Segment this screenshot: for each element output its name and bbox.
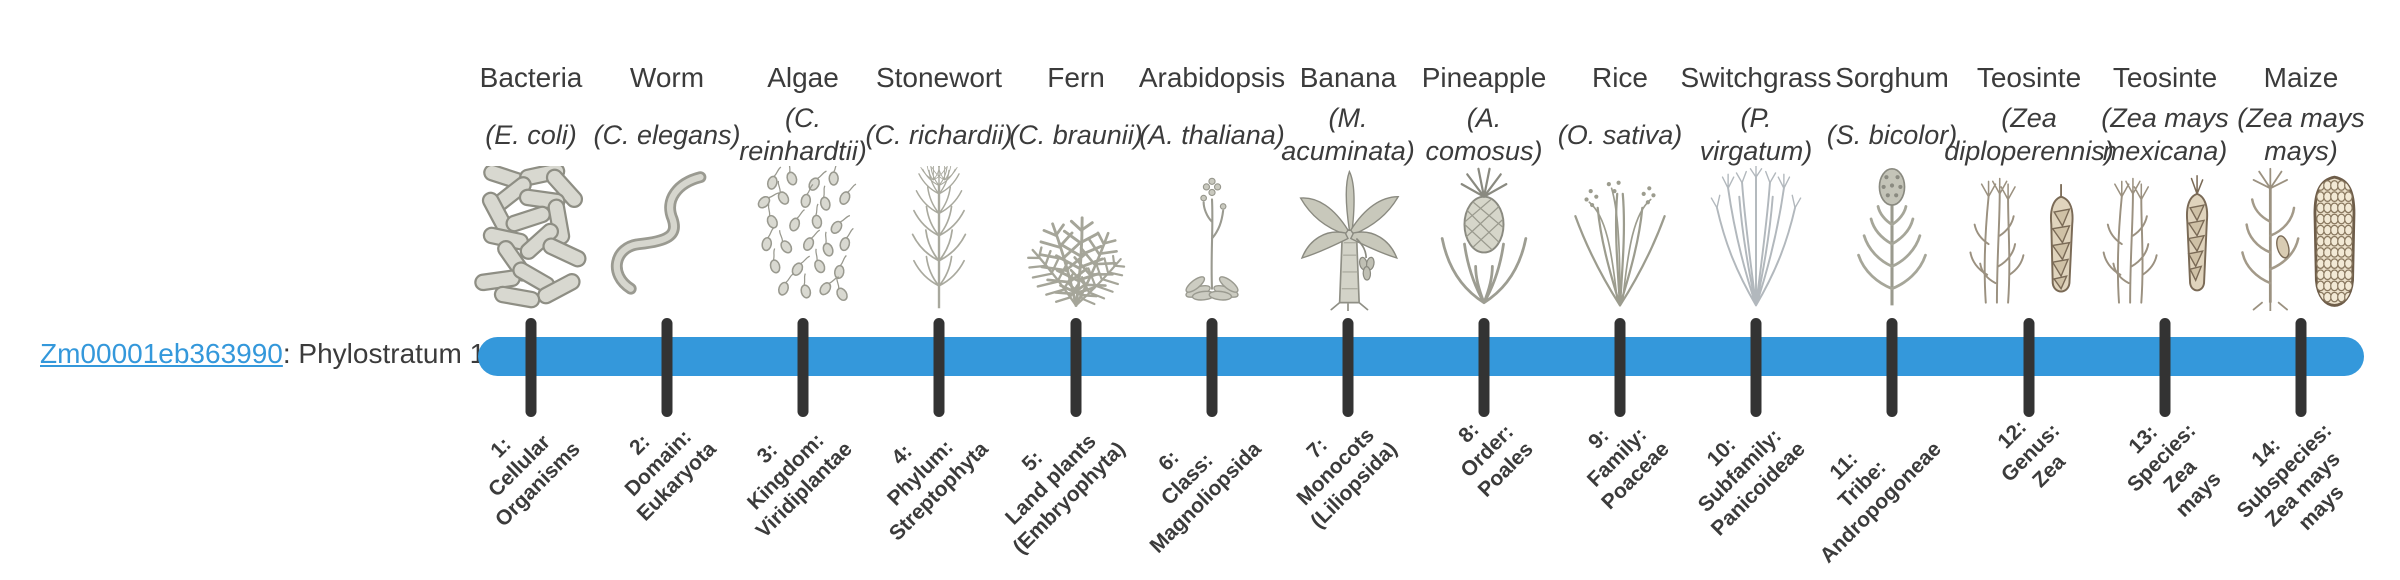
organism-common-name: Teosinte <box>2112 62 2218 93</box>
organism-common-name: Fern <box>1047 62 1105 93</box>
tick-mark <box>1206 318 1218 417</box>
organism-common-name: Maize <box>2263 62 2339 93</box>
tick-mark <box>1886 318 1898 417</box>
stratum-label: 5: Land plants (Embryophyta) <box>971 400 1131 560</box>
organism-common-name: Teosinte <box>1976 62 2082 93</box>
gene-id-link[interactable]: Zm00001eb363990 <box>40 338 283 369</box>
gene-label-suffix: : Phylostratum 1 <box>282 338 486 369</box>
banana-icon <box>1278 166 1418 311</box>
gene-label: Zm00001eb363990: Phylostratum 1 <box>40 338 485 370</box>
organism-sci-line: (P. <box>1740 103 1772 133</box>
algae-icon <box>733 166 873 311</box>
tick-mark <box>797 318 809 417</box>
tick-mark <box>2023 318 2035 417</box>
organism-sci-line: reinhardtii) <box>739 136 867 166</box>
organism-scientific-name: (A. comosus) <box>1425 98 1542 172</box>
stratum-label: 14: Subspecies: Zea mays mays <box>2214 400 2375 561</box>
organism-sci-line: (A. thaliana) <box>1139 119 1285 150</box>
stratum-label: 2: Domain: Eukaryota <box>595 400 722 527</box>
organism-scientific-name: (S. bicolor) <box>1827 98 1958 172</box>
organism-scientific-name: (C. reinhardtii) <box>739 98 867 172</box>
teosinte-mexicana-icon <box>2095 166 2235 311</box>
stonewort-icon <box>869 166 1009 311</box>
worm-icon <box>597 166 737 311</box>
stratum-label: 1: Cellular Organisms <box>453 400 586 533</box>
organism-sci-line: diploperennis) <box>1944 136 2114 166</box>
organism-scientific-name: (C. elegans) <box>593 98 740 172</box>
organism-scientific-name: (C. braunii) <box>1009 98 1143 172</box>
fern-icon <box>1006 166 1146 311</box>
organism-scientific-name: (Zea mays mexicana) <box>2101 98 2229 172</box>
organism-sci-line: (Zea mays <box>2101 103 2229 133</box>
tick-mark <box>1478 318 1490 417</box>
phylostrata-bar <box>478 337 2364 376</box>
tick-mark <box>2295 318 2307 417</box>
stratum-label: 4: Phylum: Streptophyta <box>847 400 994 547</box>
organism-scientific-name: (M. acuminata) <box>1281 98 1415 172</box>
organism-sci-line: (C. <box>785 103 821 133</box>
organism-sci-line: (C. elegans) <box>593 119 741 150</box>
organism-scientific-name: (C. richardii) <box>865 98 1012 172</box>
organism-sci-line: (M. <box>1328 103 1368 133</box>
organism-common-name: Rice <box>1591 62 1649 93</box>
organism-sci-line: (O. sativa) <box>1557 119 1683 150</box>
stratum-label: 7: Monocots (Liliopsida) <box>1269 400 1403 534</box>
organism-sci-line: mexicana) <box>2102 136 2228 166</box>
organism-scientific-name: (Zea mays mays) <box>2237 98 2365 172</box>
stratum-label: 8: Order: Poales <box>1436 400 1539 503</box>
organism-common-name: Pineapple <box>1421 62 1547 93</box>
stratum-label: 13: Species: Zea mays <box>2104 400 2239 535</box>
organism-common-name: Sorghum <box>1835 62 1949 93</box>
organism-sci-line: (Zea mays <box>2237 103 2365 133</box>
organism-scientific-name: (P. virgatum) <box>1700 98 1813 172</box>
tick-mark <box>525 318 537 417</box>
organism-sci-line: (Zea <box>2001 103 2057 133</box>
organism-scientific-name: (O. sativa) <box>1558 98 1683 172</box>
organism-sci-line: (E. coli) <box>485 119 577 150</box>
sorghum-icon <box>1822 166 1962 311</box>
stratum-label: 6: Class: Magnoliopsida <box>1108 400 1267 559</box>
organism-sci-line: virgatum) <box>1699 136 1813 166</box>
stratum-label: 12: Genus: Zea <box>1978 400 2084 506</box>
organism-scientific-name: (Zea diploperennis) <box>1944 98 2114 172</box>
tick-mark <box>1614 318 1626 417</box>
switchgrass-icon <box>1686 166 1826 311</box>
tick-mark <box>1070 318 1082 417</box>
organism-sci-line: mays) <box>2264 136 2338 166</box>
organism-sci-line: (C. richardii) <box>865 119 1013 150</box>
organism-common-name: Arabidopsis <box>1138 62 1286 93</box>
arabidopsis-icon <box>1142 166 1282 311</box>
stratum-label: 9: Family: Poaceae <box>1560 400 1675 515</box>
organism-sci-line: (S. bicolor) <box>1826 119 1958 150</box>
organism-sci-line: acuminata) <box>1281 136 1415 166</box>
tick-mark <box>2159 318 2171 417</box>
tick-mark <box>661 318 673 417</box>
organism-sci-line: (A. <box>1466 103 1502 133</box>
organism-common-name: Switchgrass <box>1680 62 1832 93</box>
organism-sci-line: comosus) <box>1425 136 1543 166</box>
tick-mark <box>1342 318 1354 417</box>
stratum-label: 11: Tribe: Andropogoneae <box>1778 400 1947 569</box>
rice-icon <box>1550 166 1690 311</box>
organism-scientific-name: (E. coli) <box>485 98 577 172</box>
teosinte-diploperennis-icon <box>1959 166 2099 311</box>
stratum-label: 3: Kingdom: Viridiplantae <box>714 400 858 544</box>
organism-common-name: Stonewort <box>875 62 1003 93</box>
organism-common-name: Algae <box>767 62 839 93</box>
organism-common-name: Worm <box>629 62 705 93</box>
organism-common-name: Bacteria <box>479 62 583 93</box>
organism-common-name: Banana <box>1299 62 1397 93</box>
pineapple-icon <box>1414 166 1554 311</box>
maize-icon <box>2231 166 2371 311</box>
organism-scientific-name: (A. thaliana) <box>1139 98 1285 172</box>
organism-sci-line: (C. braunii) <box>1009 119 1143 150</box>
bacteria-icon <box>461 166 601 311</box>
tick-mark <box>933 318 945 417</box>
tick-mark <box>1750 318 1762 417</box>
